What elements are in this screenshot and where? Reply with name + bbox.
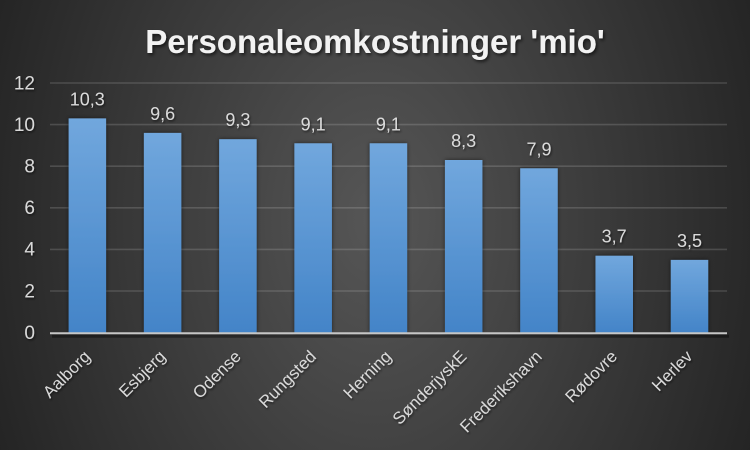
svg-text:9,6: 9,6 <box>150 104 175 124</box>
svg-text:6: 6 <box>24 198 35 219</box>
svg-text:4: 4 <box>24 240 35 261</box>
svg-text:9,1: 9,1 <box>376 114 401 134</box>
svg-text:10: 10 <box>14 115 35 136</box>
svg-text:10,3: 10,3 <box>70 89 105 109</box>
svg-text:3,5: 3,5 <box>677 231 702 251</box>
svg-text:Personaleomkostninger 'mio': Personaleomkostninger 'mio' <box>145 23 604 60</box>
svg-text:7,9: 7,9 <box>526 139 551 159</box>
svg-text:0: 0 <box>24 323 35 344</box>
svg-text:8: 8 <box>24 157 35 178</box>
svg-text:2: 2 <box>24 281 35 302</box>
svg-text:8,3: 8,3 <box>451 131 476 151</box>
svg-text:9,1: 9,1 <box>301 114 326 134</box>
svg-text:12: 12 <box>14 73 35 94</box>
svg-text:3,7: 3,7 <box>602 227 627 247</box>
svg-text:9,3: 9,3 <box>225 110 250 130</box>
